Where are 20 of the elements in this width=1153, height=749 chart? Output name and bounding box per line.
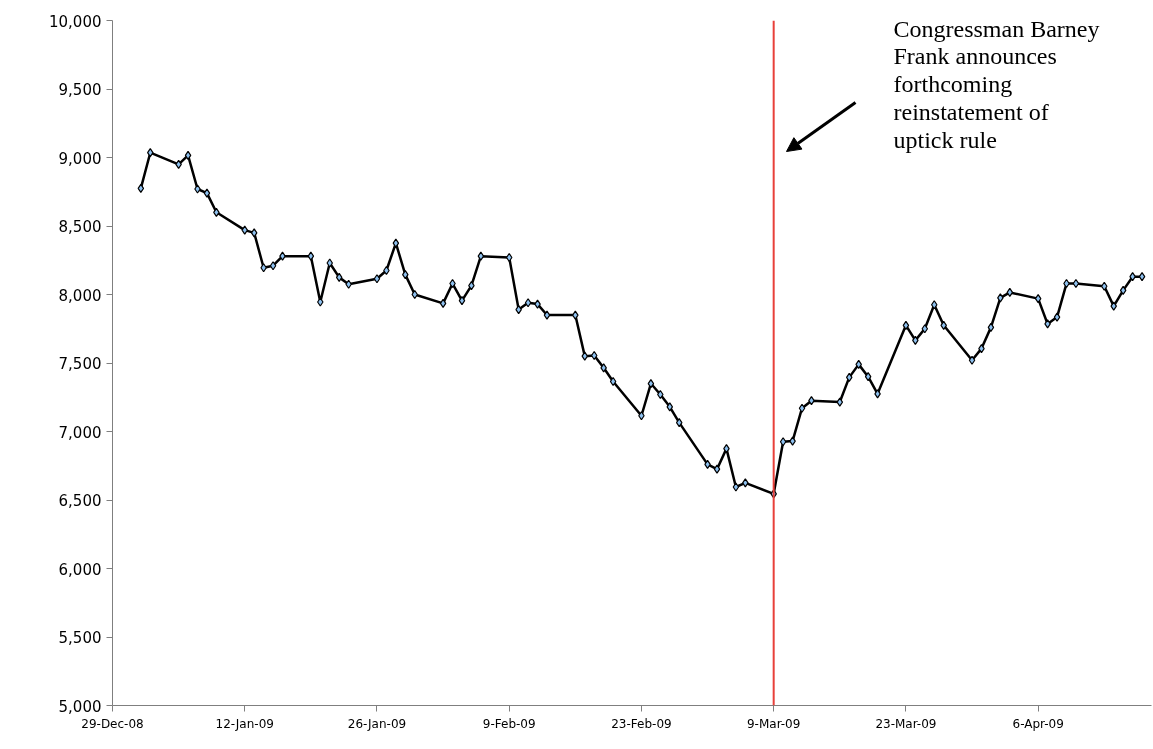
- y-tick-label: 6,500: [58, 492, 102, 510]
- y-tick-label: 9,000: [58, 149, 102, 168]
- y-tick-label: 6,000: [58, 560, 102, 579]
- x-tick-label: 26-Jan-09: [347, 716, 407, 731]
- y-tick-label: 8,000: [58, 286, 102, 305]
- y-tick-label: 8,500: [58, 218, 102, 236]
- x-tick-label: 29-Dec-08: [81, 716, 144, 731]
- x-tick-label: 12-Jan-09: [215, 716, 274, 731]
- x-tick-label: 9-Feb-09: [482, 716, 536, 731]
- y-tick-label: 10,000: [49, 12, 102, 31]
- y-tick-label: 5,500: [58, 629, 102, 647]
- x-tick-label: 6-Apr-09: [1012, 716, 1064, 731]
- y-tick-label: 7,500: [58, 355, 102, 373]
- y-tick-label: 5,000: [58, 697, 102, 716]
- x-tick-label: 23-Feb-09: [611, 716, 672, 731]
- y-tick-label: 9,500: [58, 81, 102, 99]
- x-tick-label: 23-Mar-09: [875, 716, 937, 731]
- y-tick-label: 7,000: [58, 423, 102, 442]
- annotation: Congressman Barney Frank announces forthcoming reinstatement of uptick rule: [893, 15, 1100, 153]
- x-tick-label: 9-Mar-09: [746, 716, 801, 731]
